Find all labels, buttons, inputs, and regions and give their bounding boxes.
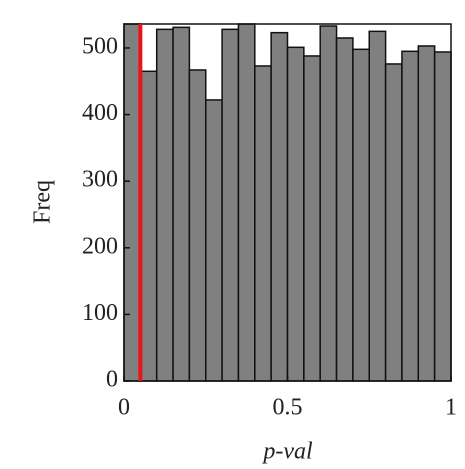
bar (172, 26, 191, 382)
x-tick-label: 1 (445, 395, 457, 421)
y-axis-label: Freq (30, 180, 56, 224)
bar (319, 25, 338, 382)
y-tick-label: 300 (82, 167, 118, 193)
bar (352, 48, 370, 382)
bar (237, 23, 256, 382)
bar (221, 28, 240, 382)
y-tick-label: 400 (82, 100, 118, 126)
bar (123, 23, 142, 382)
y-tick-label: 200 (82, 233, 118, 259)
bar (155, 28, 174, 382)
bar (139, 70, 158, 382)
bar (270, 31, 289, 382)
y-tick-label: 100 (82, 300, 118, 326)
bar (303, 55, 321, 382)
bar (433, 51, 452, 382)
bar (368, 30, 387, 382)
bar (286, 46, 305, 382)
x-axis-label: p-val (261, 439, 313, 465)
y-tick-label: 0 (106, 367, 118, 393)
bar (205, 99, 223, 382)
bar (417, 45, 436, 382)
bar (384, 63, 403, 382)
bar (188, 69, 207, 382)
bar (335, 37, 354, 382)
x-tick-label: 0 (118, 395, 130, 421)
bar (254, 65, 272, 382)
bar (401, 50, 420, 382)
x-tick-label: 0.5 (273, 395, 303, 421)
y-tick-label: 500 (82, 33, 118, 59)
